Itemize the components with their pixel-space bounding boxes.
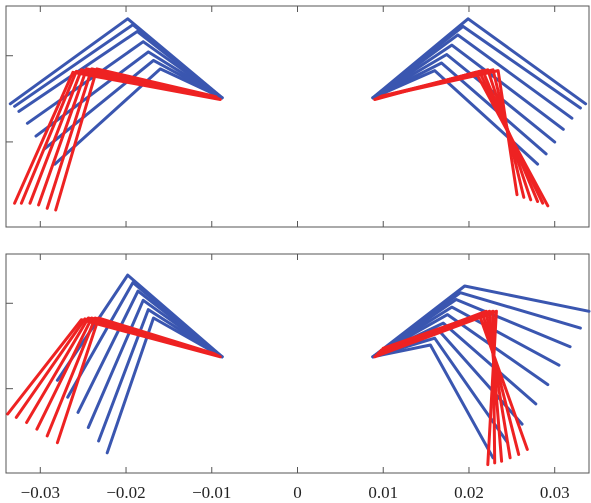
- x-tick-label: 0.03: [540, 483, 570, 502]
- blue-series-line: [86, 298, 224, 429]
- top-panel: [5, 5, 590, 228]
- blue-series-line: [105, 316, 224, 455]
- blue-series-line: [17, 30, 224, 113]
- x-tick-label: 0.01: [368, 483, 398, 502]
- red-series-line: [381, 69, 519, 197]
- plot-frame: [5, 253, 590, 474]
- red-series-line: [54, 67, 215, 212]
- red-series-line: [55, 316, 215, 445]
- blue-series-line: [53, 67, 224, 166]
- blue-series-line: [371, 343, 495, 460]
- blue-series-line: [371, 33, 574, 120]
- red-series-line: [381, 313, 529, 451]
- blue-series-line: [371, 69, 540, 166]
- blue-series-line: [371, 53, 557, 144]
- x-tick-label: 0.02: [454, 483, 484, 502]
- bottom-panel: −0.03 −0.02 −0.01 0 0.01 0.02 0.03: [5, 253, 591, 502]
- blue-series-line: [371, 24, 582, 110]
- x-tick-label: 0: [293, 483, 302, 502]
- x-tick-label: −0.01: [192, 483, 231, 502]
- x-tick-label: −0.03: [21, 483, 60, 502]
- x-tick-label: −0.02: [106, 483, 145, 502]
- blue-series-line: [97, 308, 224, 443]
- blue-series-line: [371, 321, 538, 406]
- blue-series-line: [371, 43, 565, 131]
